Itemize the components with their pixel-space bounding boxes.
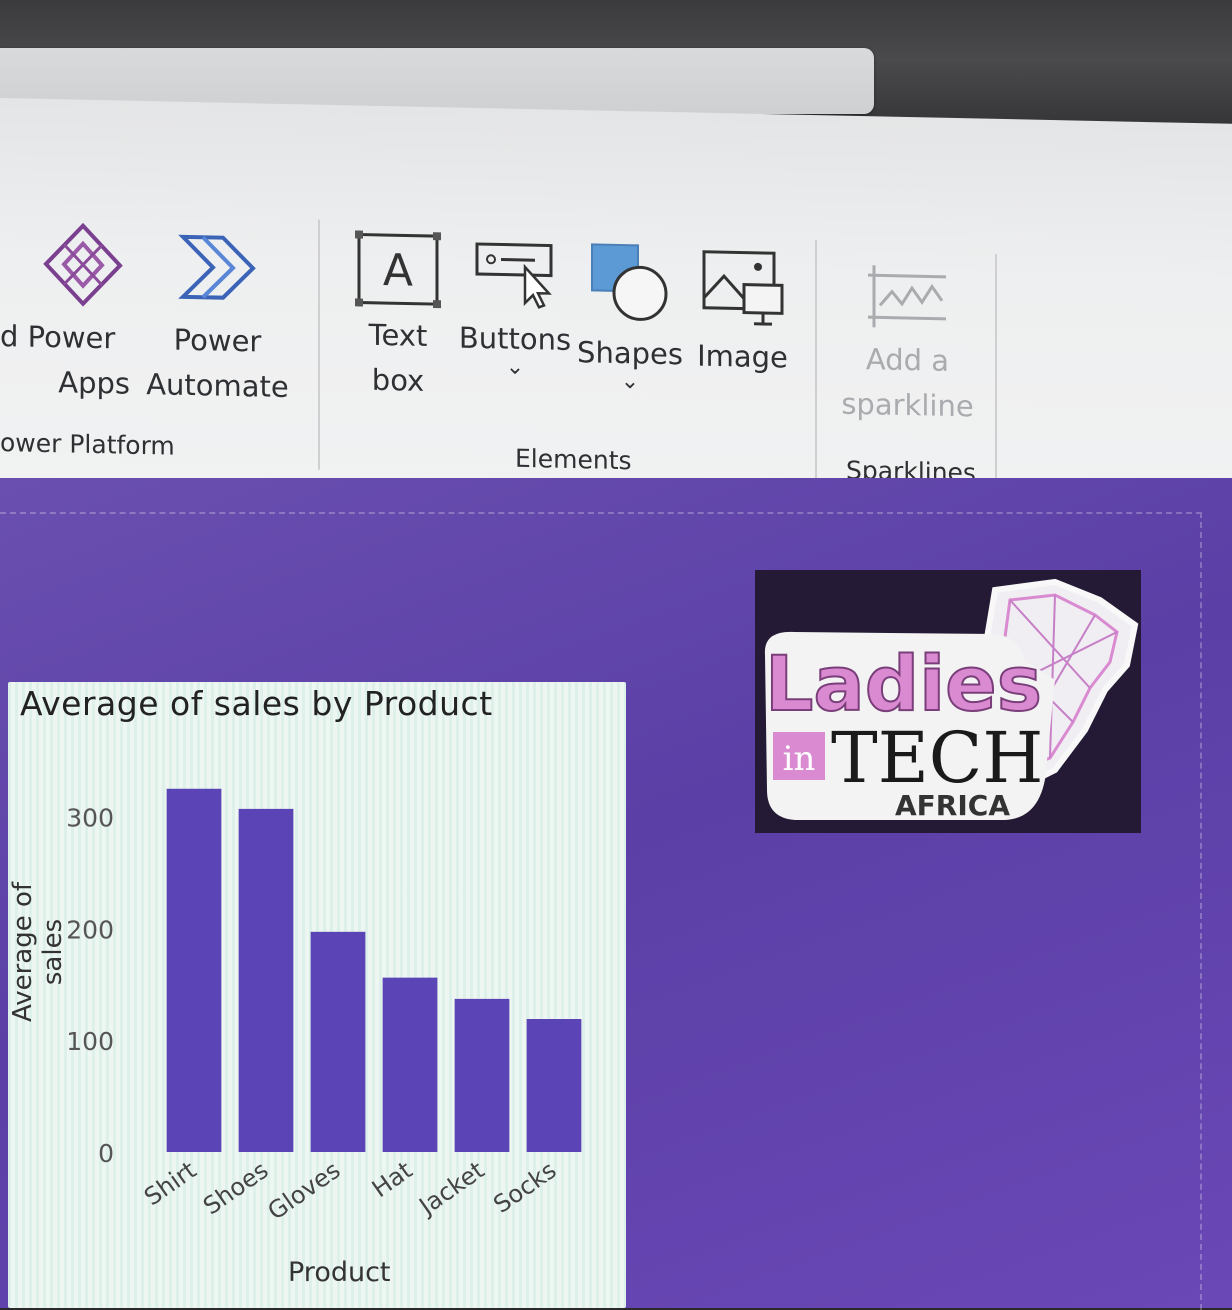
shapes-button[interactable]: Shapes ⌄ xyxy=(575,240,685,393)
buttons-icon xyxy=(473,238,557,312)
power-platform-group-label: ower Platform xyxy=(0,428,175,461)
add-sparkline-label-1: Add a xyxy=(835,336,980,384)
add-sparkline-button[interactable]: Add a sparkline xyxy=(835,260,980,429)
image-label: Image xyxy=(690,333,795,380)
x-tick-label: Shirt xyxy=(139,1156,201,1211)
power-apps-label-1: d Power xyxy=(0,314,130,362)
group-separator xyxy=(318,220,320,470)
logo-graphic: Ladies in TECH AFRICA xyxy=(755,570,1141,833)
ladies-in-tech-africa-logo[interactable]: Ladies in TECH AFRICA xyxy=(755,570,1141,833)
shapes-icon xyxy=(588,240,672,326)
image-button[interactable]: Image xyxy=(690,247,795,380)
text-box-button[interactable]: A Text box xyxy=(348,230,448,404)
y-tick-label: 0 xyxy=(98,1139,114,1168)
svg-text:A: A xyxy=(383,245,413,297)
bar-jacket[interactable] xyxy=(455,999,510,1152)
power-apps-button[interactable]: d Power Apps xyxy=(0,218,130,407)
y-tick-label: 200 xyxy=(66,915,114,944)
logo-text-ladies: Ladies xyxy=(765,639,1042,728)
buttons-button[interactable]: Buttons ⌄ xyxy=(455,238,575,380)
x-tick-label: Jacket xyxy=(413,1156,490,1221)
image-icon xyxy=(700,248,786,330)
bar-gloves[interactable] xyxy=(311,932,366,1152)
elements-group-label: Elements xyxy=(515,444,632,475)
x-tick-label: Hat xyxy=(367,1156,418,1203)
group-separator xyxy=(995,254,997,504)
sparkline-icon xyxy=(866,261,950,333)
y-tick-label: 300 xyxy=(66,804,114,833)
text-box-icon: A xyxy=(355,230,441,308)
text-box-label-2: box xyxy=(348,357,448,404)
bar-shoes[interactable] xyxy=(239,809,294,1152)
power-automate-icon xyxy=(173,222,263,314)
y-tick-label: 100 xyxy=(66,1027,114,1056)
logo-text-tech: TECH xyxy=(831,717,1043,799)
ribbon: d Power Apps Power Automate ower Platfor… xyxy=(0,98,1232,516)
add-sparkline-label-2: sparkline xyxy=(835,381,980,429)
x-tick-label: Socks xyxy=(488,1156,561,1219)
power-apps-label-2: Apps xyxy=(0,359,130,407)
power-automate-label-1: Power xyxy=(140,317,295,365)
x-tick-label: Shoes xyxy=(198,1156,273,1220)
bar-socks[interactable] xyxy=(527,1019,582,1152)
power-automate-label-2: Automate xyxy=(140,362,295,410)
power-apps-icon xyxy=(38,219,128,311)
logo-text-in: in xyxy=(783,739,816,779)
power-automate-button[interactable]: Power Automate xyxy=(140,221,295,410)
x-tick-label: Gloves xyxy=(263,1156,346,1226)
logo-text-africa: AFRICA xyxy=(895,789,1010,822)
group-separator xyxy=(815,240,817,490)
bar-hat[interactable] xyxy=(383,978,438,1152)
text-box-label-1: Text xyxy=(348,312,448,359)
bar-chart-visual[interactable]: Average of sales by Product Average of s… xyxy=(8,682,626,1308)
bar-shirt[interactable] xyxy=(167,789,222,1152)
